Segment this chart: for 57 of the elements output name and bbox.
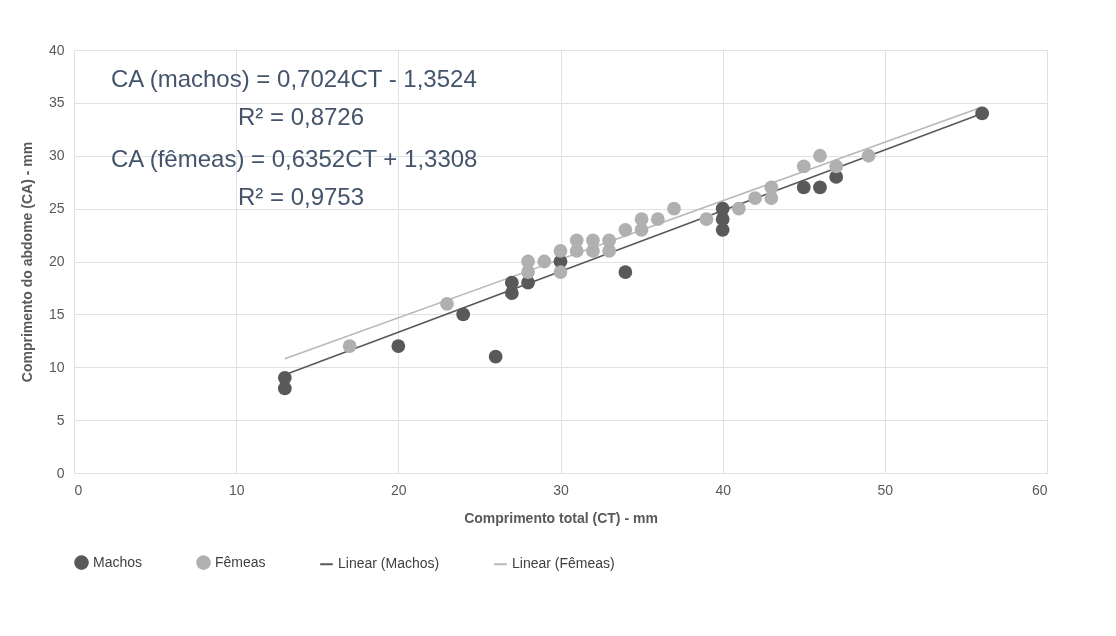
point [586,233,600,248]
point [602,233,617,248]
y-tick-label: 40 [48,41,65,58]
point [521,254,535,269]
point [667,201,681,216]
x-tick-label: 30 [553,481,569,498]
point [504,275,519,290]
point [553,244,568,258]
y-tick-label: 5 [56,411,65,428]
annotation: R² = 0,8726 [237,103,365,130]
x-axis-title: Comprimento total (CT) - mm [464,509,658,526]
legend-label: Linear (Fêmeas) [512,555,615,572]
legend-label: Machos [93,553,143,570]
point [634,212,649,227]
annotation: CA (machos) = 0,7024CT - 1,3524 [111,65,477,92]
y-axis-title: Comprimento do abdome (CA) - mm [18,141,35,383]
legend-label: Linear (Machos) [338,555,440,572]
point [813,180,827,195]
point [553,265,568,279]
point [618,222,633,237]
point [715,201,730,216]
annotation: CA (fêmeas) = 0,6352CT + 1,3308 [111,145,478,172]
y-tick-label: 10 [48,358,65,375]
point [488,349,503,364]
x-tick-label: 20 [391,481,407,498]
point [569,233,584,248]
point [813,148,827,163]
legend-label: Fêmeas [215,553,266,570]
point [456,307,471,322]
y-tick-label: 15 [48,305,65,322]
point [440,296,454,311]
point [748,191,762,205]
x-tick-label: 0 [74,481,83,498]
point [391,339,406,353]
point [699,212,714,227]
point [764,180,779,195]
point [861,148,876,163]
point [342,339,357,353]
x-tick-label: 10 [228,481,245,498]
annotation: R² = 0,9753 [237,183,365,210]
point [975,106,990,121]
y-tick-label: 30 [48,147,65,164]
point [731,201,746,216]
x-tick-label: 40 [715,481,732,498]
x-tick-label: 60 [1031,481,1048,498]
point [650,212,665,227]
y-tick-label: 0 [56,464,65,481]
x-tick-label: 50 [877,481,894,498]
point [618,265,633,279]
point [796,180,811,195]
point [277,370,292,385]
point [796,159,811,174]
y-tick-label: 35 [48,94,65,111]
y-tick-label: 25 [48,200,65,217]
point [537,254,552,269]
y-tick-label: 20 [48,253,65,269]
point [829,159,844,174]
